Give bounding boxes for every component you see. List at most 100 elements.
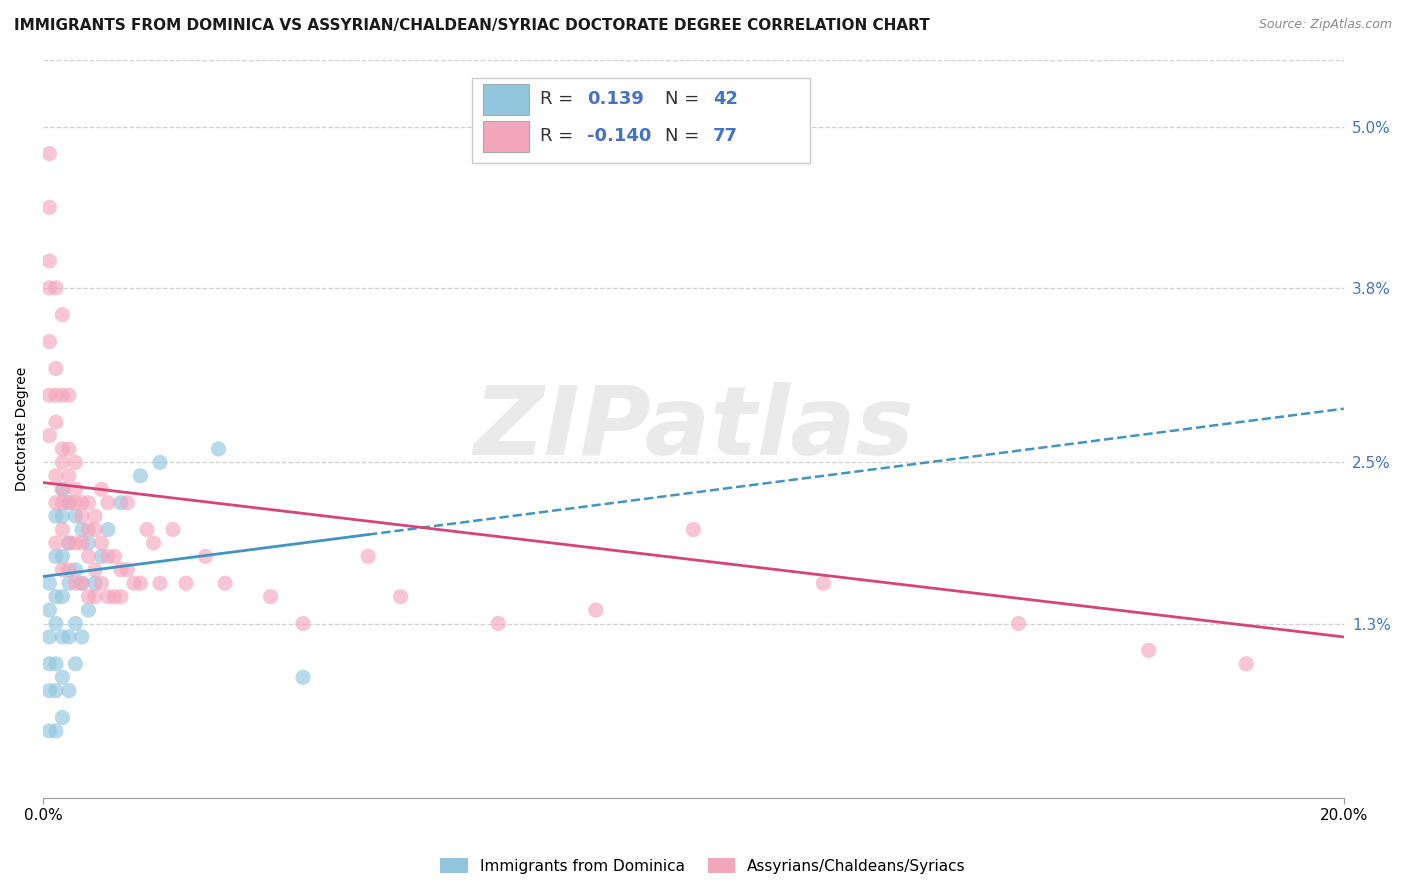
Point xyxy=(38,657,60,671)
Point xyxy=(51,482,73,496)
Point xyxy=(486,616,509,631)
Point xyxy=(51,523,73,537)
Point xyxy=(70,496,93,510)
Point xyxy=(51,509,73,524)
Text: IMMIGRANTS FROM DOMINICA VS ASSYRIAN/CHALDEAN/SYRIAC DOCTORATE DEGREE CORRELATIO: IMMIGRANTS FROM DOMINICA VS ASSYRIAN/CHA… xyxy=(14,18,929,33)
Point xyxy=(38,388,60,402)
Point xyxy=(65,509,87,524)
Text: Source: ZipAtlas.com: Source: ZipAtlas.com xyxy=(1258,18,1392,31)
Point xyxy=(77,549,100,564)
Point xyxy=(77,536,100,550)
Text: -0.140: -0.140 xyxy=(586,127,651,145)
Point xyxy=(84,590,107,604)
Text: R =: R = xyxy=(540,90,579,108)
Point xyxy=(585,603,607,617)
Point xyxy=(103,549,125,564)
Point xyxy=(38,603,60,617)
FancyBboxPatch shape xyxy=(482,84,530,115)
Point xyxy=(77,590,100,604)
Point xyxy=(51,710,73,724)
Point xyxy=(292,670,315,684)
Point xyxy=(207,442,229,456)
Point xyxy=(70,630,93,644)
Point xyxy=(45,496,67,510)
Point xyxy=(292,616,315,631)
Point xyxy=(194,549,217,564)
Point xyxy=(58,468,80,483)
Point xyxy=(51,630,73,644)
Point xyxy=(51,482,73,496)
Point xyxy=(77,523,100,537)
Point xyxy=(97,590,120,604)
Point xyxy=(149,455,172,469)
Point xyxy=(58,563,80,577)
Point xyxy=(58,536,80,550)
Point xyxy=(682,523,704,537)
FancyBboxPatch shape xyxy=(472,78,810,163)
Point xyxy=(58,683,80,698)
Point xyxy=(97,496,120,510)
Point xyxy=(45,415,67,429)
Text: 77: 77 xyxy=(713,127,738,145)
Point xyxy=(117,496,139,510)
Point xyxy=(103,590,125,604)
Point xyxy=(259,590,281,604)
Point xyxy=(84,576,107,591)
Point xyxy=(58,576,80,591)
Point xyxy=(90,549,112,564)
Point xyxy=(45,468,67,483)
Point xyxy=(45,536,67,550)
Point xyxy=(45,590,67,604)
Point xyxy=(45,361,67,376)
Point xyxy=(65,616,87,631)
Point xyxy=(51,563,73,577)
Point xyxy=(77,496,100,510)
Point xyxy=(45,723,67,738)
Point xyxy=(65,563,87,577)
Point xyxy=(149,576,172,591)
Point xyxy=(1007,616,1029,631)
Point xyxy=(90,482,112,496)
Point xyxy=(58,630,80,644)
Point xyxy=(45,388,67,402)
Point xyxy=(174,576,197,591)
Point xyxy=(357,549,380,564)
Point xyxy=(45,683,67,698)
Point xyxy=(65,536,87,550)
Point xyxy=(110,563,132,577)
Point xyxy=(58,496,80,510)
Point xyxy=(214,576,236,591)
Point xyxy=(162,523,184,537)
Point xyxy=(51,308,73,322)
Point xyxy=(58,442,80,456)
Point xyxy=(70,576,93,591)
Point xyxy=(70,523,93,537)
Point xyxy=(51,455,73,469)
Point xyxy=(142,536,165,550)
Point xyxy=(38,146,60,161)
Point xyxy=(129,468,152,483)
Text: ZIPatlas: ZIPatlas xyxy=(472,383,914,475)
Point xyxy=(70,509,93,524)
Point xyxy=(1234,657,1257,671)
Point xyxy=(70,576,93,591)
Point xyxy=(110,496,132,510)
Text: N =: N = xyxy=(665,127,704,145)
Point xyxy=(38,428,60,442)
Point xyxy=(110,590,132,604)
Text: 42: 42 xyxy=(713,90,738,108)
Point xyxy=(65,455,87,469)
Point xyxy=(45,616,67,631)
Point xyxy=(1137,643,1160,657)
Point xyxy=(38,200,60,214)
Point xyxy=(117,563,139,577)
Point xyxy=(38,683,60,698)
Point xyxy=(45,657,67,671)
Text: N =: N = xyxy=(665,90,704,108)
FancyBboxPatch shape xyxy=(482,121,530,152)
Point xyxy=(58,388,80,402)
Point xyxy=(58,536,80,550)
Point xyxy=(38,723,60,738)
Point xyxy=(122,576,145,591)
Point xyxy=(90,576,112,591)
